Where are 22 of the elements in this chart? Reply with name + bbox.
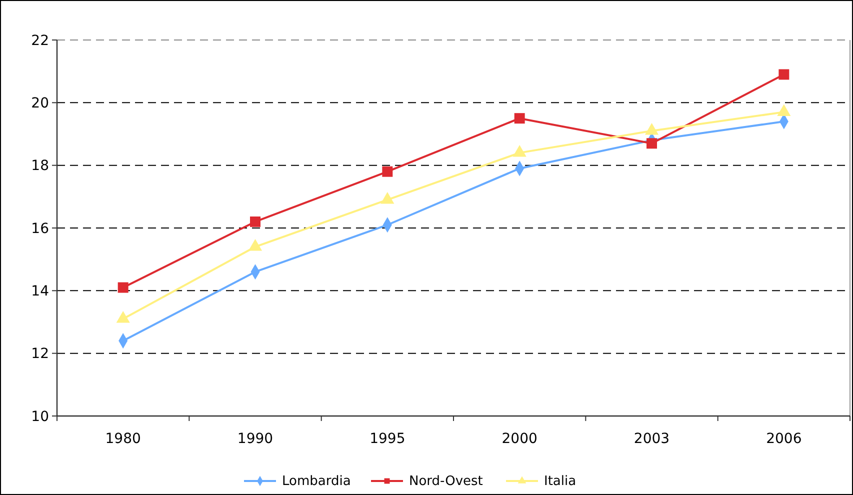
x-tick-label: 1980 bbox=[105, 431, 141, 447]
y-tick-label: 20 bbox=[31, 96, 49, 112]
legend-label: Italia bbox=[544, 474, 576, 489]
legend-label: Nord-Ovest bbox=[409, 474, 483, 489]
x-tick-label: 1995 bbox=[370, 431, 406, 447]
point bbox=[646, 138, 657, 149]
x-tick-label: 2003 bbox=[634, 431, 670, 447]
y-tick-label: 22 bbox=[31, 32, 49, 49]
legend-label: Lombardia bbox=[282, 474, 351, 489]
point bbox=[514, 113, 525, 124]
y-tick-label: 12 bbox=[31, 346, 49, 362]
y-tick-label: 14 bbox=[31, 284, 50, 300]
point bbox=[382, 166, 393, 177]
y-tick-label: 18 bbox=[31, 158, 49, 174]
point bbox=[250, 216, 260, 227]
y-tick-label: 10 bbox=[31, 408, 49, 425]
x-tick-label: 2000 bbox=[502, 431, 538, 447]
x-tick-label: 1990 bbox=[237, 431, 274, 447]
y-tick-label: 16 bbox=[31, 220, 50, 237]
x-tick-label: 2006 bbox=[766, 431, 802, 447]
point bbox=[778, 69, 790, 80]
point bbox=[118, 282, 128, 293]
